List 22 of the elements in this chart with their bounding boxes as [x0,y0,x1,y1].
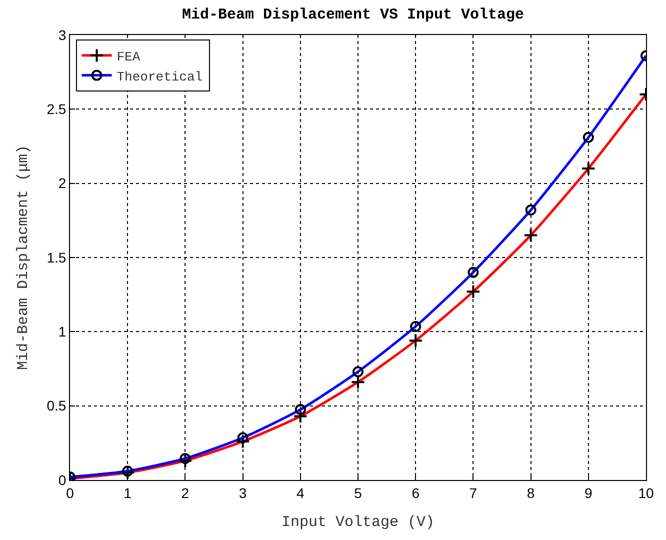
y-axis-title: Mid-Beam Displacment (μm) [14,144,32,370]
x-tick-label: 8 [526,484,535,501]
x-tick-label: 3 [238,484,247,501]
y-tick-label: 0.5 [46,398,66,414]
x-tick-label: 2 [181,484,190,501]
x-tick-label: 9 [584,484,592,501]
legend-label: FEA [116,49,140,64]
y-tick-label: 2 [58,175,66,192]
x-tick-label: 7 [469,484,478,501]
x-tick-label: 4 [296,484,304,501]
x-tick-label: 6 [412,484,420,501]
y-tick-label: 2.5 [46,101,66,118]
y-tick-label: 0 [58,472,66,488]
x-axis-title: Input Voltage (V) [281,514,435,531]
legend-label: Theoretical [116,69,203,84]
x-tick-label: 10 [638,484,654,501]
y-tick-label: 3 [58,26,66,43]
x-tick-label: 1 [124,484,132,501]
y-tick-label: 1 [58,324,66,340]
chart-title: Mid-Beam Displacement VS Input Voltage [182,6,524,24]
y-tick-label: 1.5 [46,249,66,266]
x-tick-label: 5 [354,484,362,501]
